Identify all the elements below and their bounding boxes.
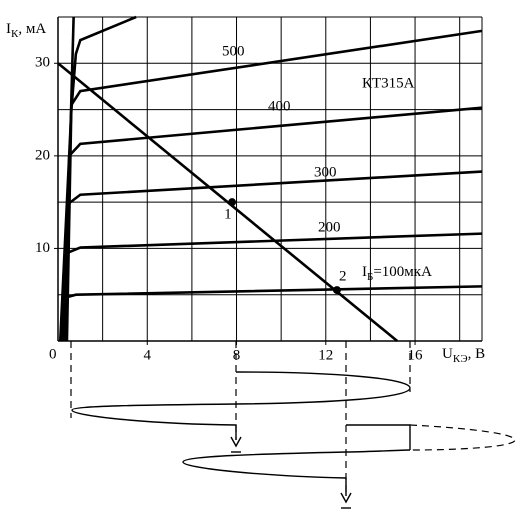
curve-label-symbol: I bbox=[362, 264, 367, 280]
curve-label: IБ=100мкА bbox=[362, 264, 432, 282]
y-tick-label: 30 bbox=[35, 55, 50, 71]
y-tick-label: 10 bbox=[35, 240, 50, 256]
curve bbox=[65, 29, 483, 342]
x-tick-label: 16 bbox=[408, 347, 424, 363]
x-tick-label: 8 bbox=[233, 347, 241, 363]
curve-label: 500 bbox=[222, 43, 245, 59]
point-label: 2 bbox=[339, 269, 347, 285]
output-clip bbox=[409, 424, 516, 451]
arrow bbox=[230, 436, 242, 448]
operating-point bbox=[332, 286, 341, 295]
x-tick-label: 4 bbox=[144, 347, 152, 363]
y-label-unit: , мА bbox=[18, 21, 46, 37]
curve-label: 200 bbox=[318, 219, 341, 235]
arrow bbox=[340, 492, 352, 504]
x-label-symbol: U bbox=[442, 346, 453, 362]
curve bbox=[57, 62, 399, 343]
input-wave bbox=[71, 371, 411, 440]
y-tick-label: 20 bbox=[35, 147, 50, 163]
operating-point bbox=[228, 198, 237, 207]
curve bbox=[63, 106, 483, 342]
curve-label: 300 bbox=[314, 164, 337, 180]
chart-title: КТ315А bbox=[362, 75, 415, 91]
curve-label: 400 bbox=[268, 98, 291, 114]
output-wave bbox=[182, 449, 411, 496]
x-label-unit: , В bbox=[468, 346, 486, 362]
origin-label: 0 bbox=[49, 346, 57, 362]
curve bbox=[60, 285, 483, 342]
x-tick-label: 12 bbox=[318, 347, 333, 363]
curve-label-subscript: Б bbox=[367, 271, 373, 283]
y-axis-label: IК, мА bbox=[6, 21, 46, 39]
y-label-subscript: К bbox=[11, 28, 19, 40]
x-label-subscript: КЭ bbox=[453, 353, 468, 365]
x-axis-label: UКЭ, В bbox=[442, 346, 485, 364]
waveforms bbox=[70, 341, 516, 509]
y-label-symbol: I bbox=[6, 21, 11, 37]
point-label: 1 bbox=[224, 207, 232, 223]
output-axis bbox=[346, 424, 411, 450]
curve bbox=[62, 170, 483, 342]
curve-label-value: =100мкА bbox=[373, 264, 432, 280]
